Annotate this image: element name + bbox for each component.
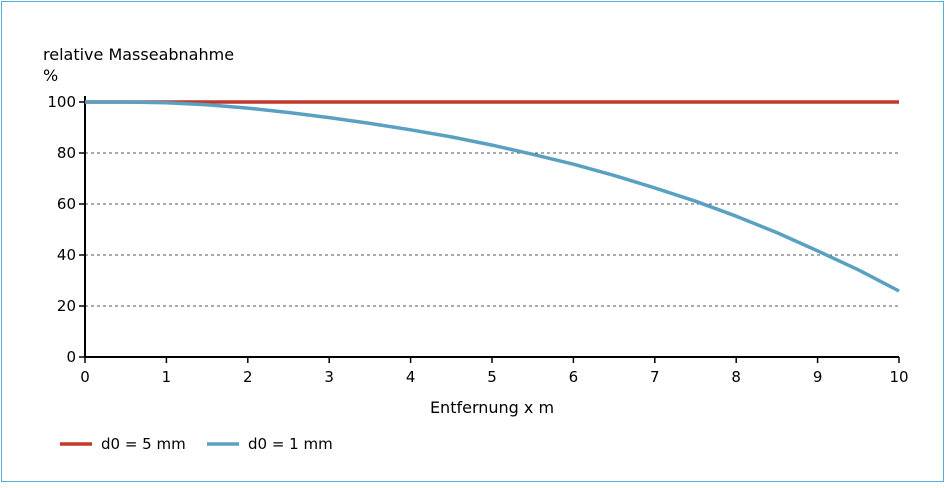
y-tick-label-0: 0: [66, 348, 76, 366]
x-tick-label-9: 9: [813, 368, 823, 386]
x-tick-label-1: 1: [162, 368, 172, 386]
y-tick-label-40: 40: [57, 246, 76, 264]
series-line-2: [85, 100, 900, 293]
y-axis-label: relative Masseabnahme: [43, 45, 234, 64]
y-tick-label-100: 100: [47, 93, 76, 111]
x-tick-label-3: 3: [324, 368, 334, 386]
gridlines: [85, 101, 899, 307]
x-tick-labels: 0 1 2 3 4 5 6 7 8 9 10: [80, 368, 908, 386]
x-tick-label-0: 0: [80, 368, 90, 386]
x-tick-label-2: 2: [243, 368, 253, 386]
y-tick-label-80: 80: [57, 144, 76, 162]
x-axis-label: Entfernung x m: [430, 398, 554, 417]
series-lines: [85, 100, 900, 293]
x-tick-label-6: 6: [569, 368, 579, 386]
x-tick-label-5: 5: [487, 368, 497, 386]
y-tick-labels: 0 20 40 60 80 100: [47, 93, 76, 366]
x-tick-label-7: 7: [650, 368, 660, 386]
y-tick-label-60: 60: [57, 195, 76, 213]
axes: [79, 96, 900, 363]
y-tick-label-20: 20: [57, 297, 76, 315]
legend-label-1: d0 = 5 mm: [101, 435, 186, 453]
legend: d0 = 5 mm d0 = 1 mm: [60, 435, 333, 453]
x-tick-label-10: 10: [889, 368, 908, 386]
y-axis-unit: %: [43, 66, 58, 85]
x-tick-label-4: 4: [406, 368, 416, 386]
x-tick-label-8: 8: [731, 368, 741, 386]
legend-label-2: d0 = 1 mm: [248, 435, 333, 453]
